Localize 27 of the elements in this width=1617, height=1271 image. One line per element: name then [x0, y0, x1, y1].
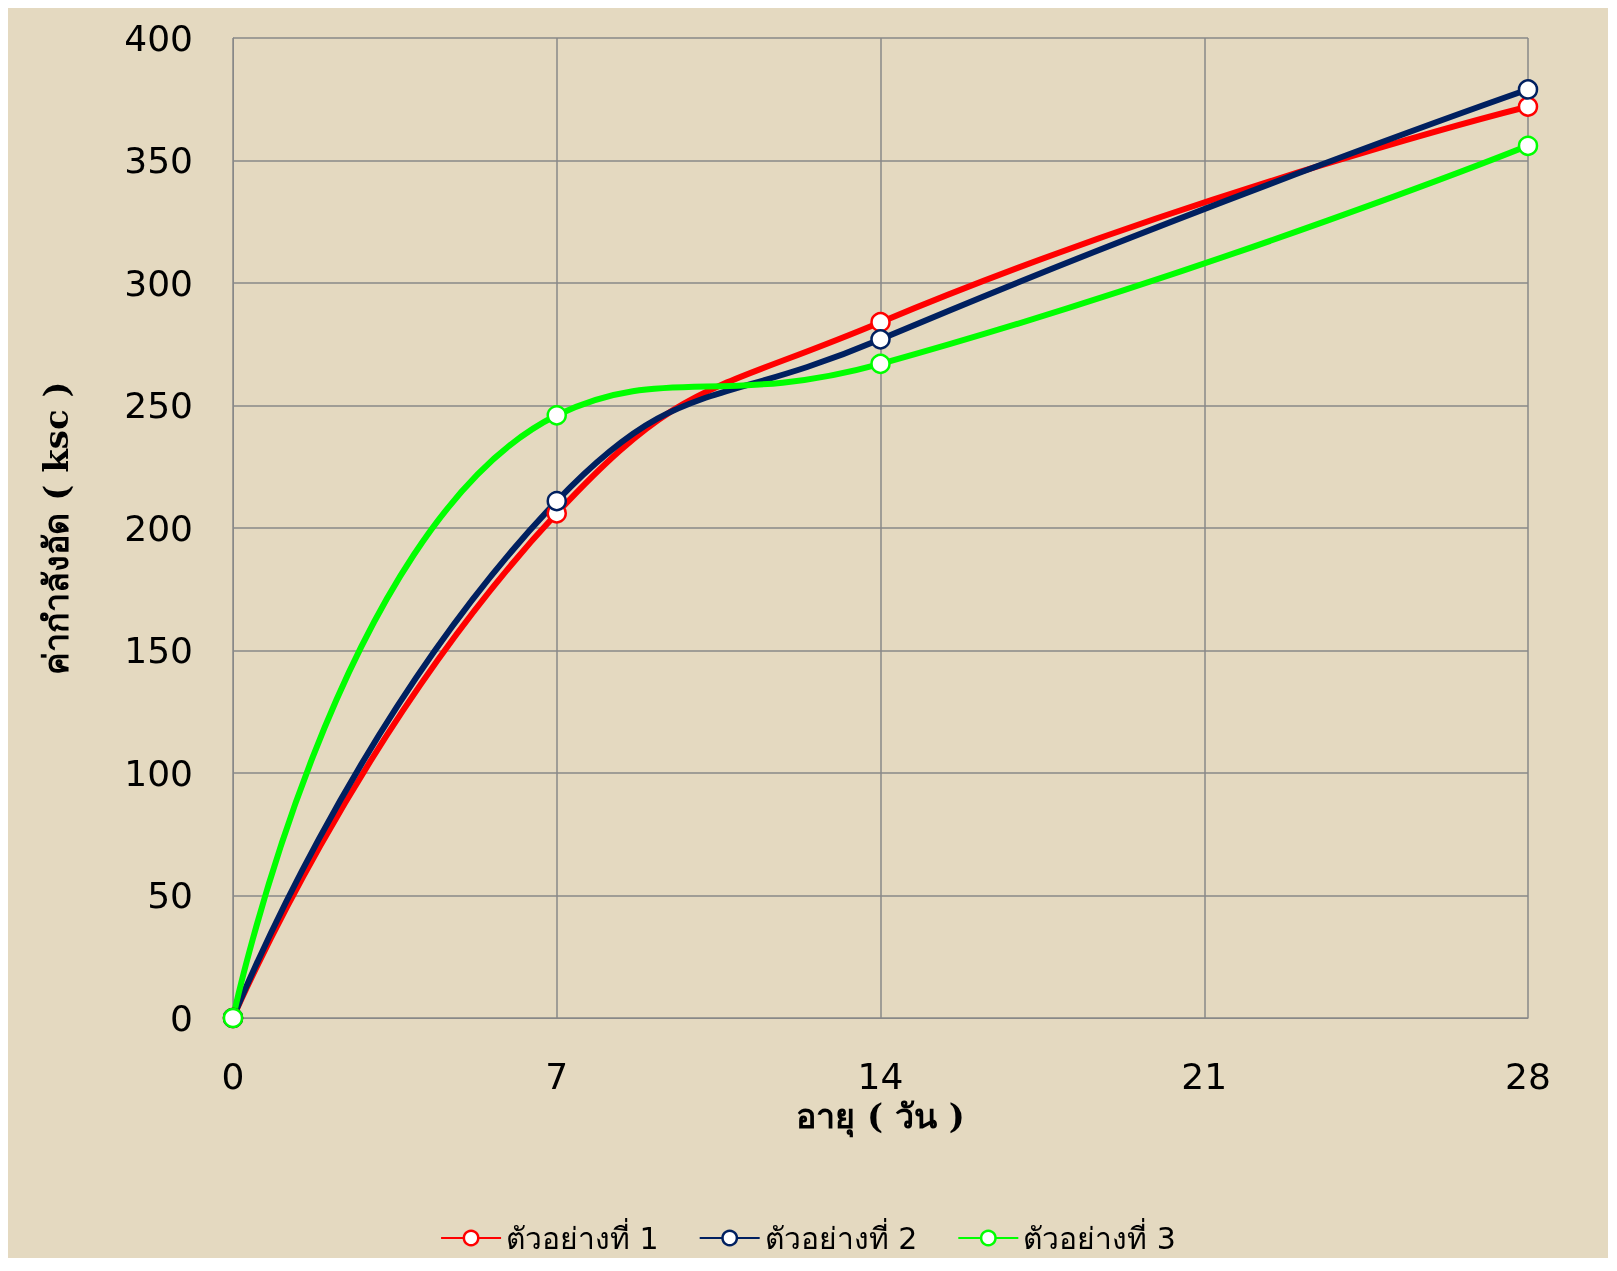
y-tick-label: 400: [124, 17, 193, 59]
y-tick-label: 250: [124, 385, 193, 426]
x-tick-label: 14: [857, 1055, 904, 1097]
x-axis-title: อายุ ( วัน ): [796, 1095, 965, 1138]
x-tick-label: 0: [221, 1055, 245, 1097]
point: [1517, 79, 1539, 100]
point: [1517, 135, 1539, 157]
point: [870, 311, 891, 333]
y-tick-label: 50: [147, 875, 193, 916]
y-tick-label: 150: [124, 630, 193, 671]
x-tick-label: 7: [545, 1055, 569, 1097]
x-tick-label: 21: [1181, 1055, 1228, 1097]
y-tick-label: 200: [124, 507, 193, 549]
legend-label: ตัวอย่างที่ 1: [506, 1217, 659, 1256]
legend-label: ตัวอย่างที่ 2: [764, 1217, 918, 1256]
x-tick-label: 28: [1505, 1055, 1551, 1097]
point: [546, 405, 567, 426]
y-tick-label: 0: [170, 997, 193, 1039]
legend-label: ตัวอย่างที่ 3: [1023, 1217, 1176, 1256]
point: [546, 490, 567, 512]
point: [870, 353, 891, 375]
y-tick-label: 300: [124, 262, 193, 304]
y-tick-label: 350: [124, 140, 193, 181]
point: [1517, 96, 1539, 117]
point: [870, 329, 891, 350]
y-tick-label: 100: [124, 752, 193, 794]
y-axis-title: ค่ากำลังอัด ( ksc ): [36, 381, 76, 675]
